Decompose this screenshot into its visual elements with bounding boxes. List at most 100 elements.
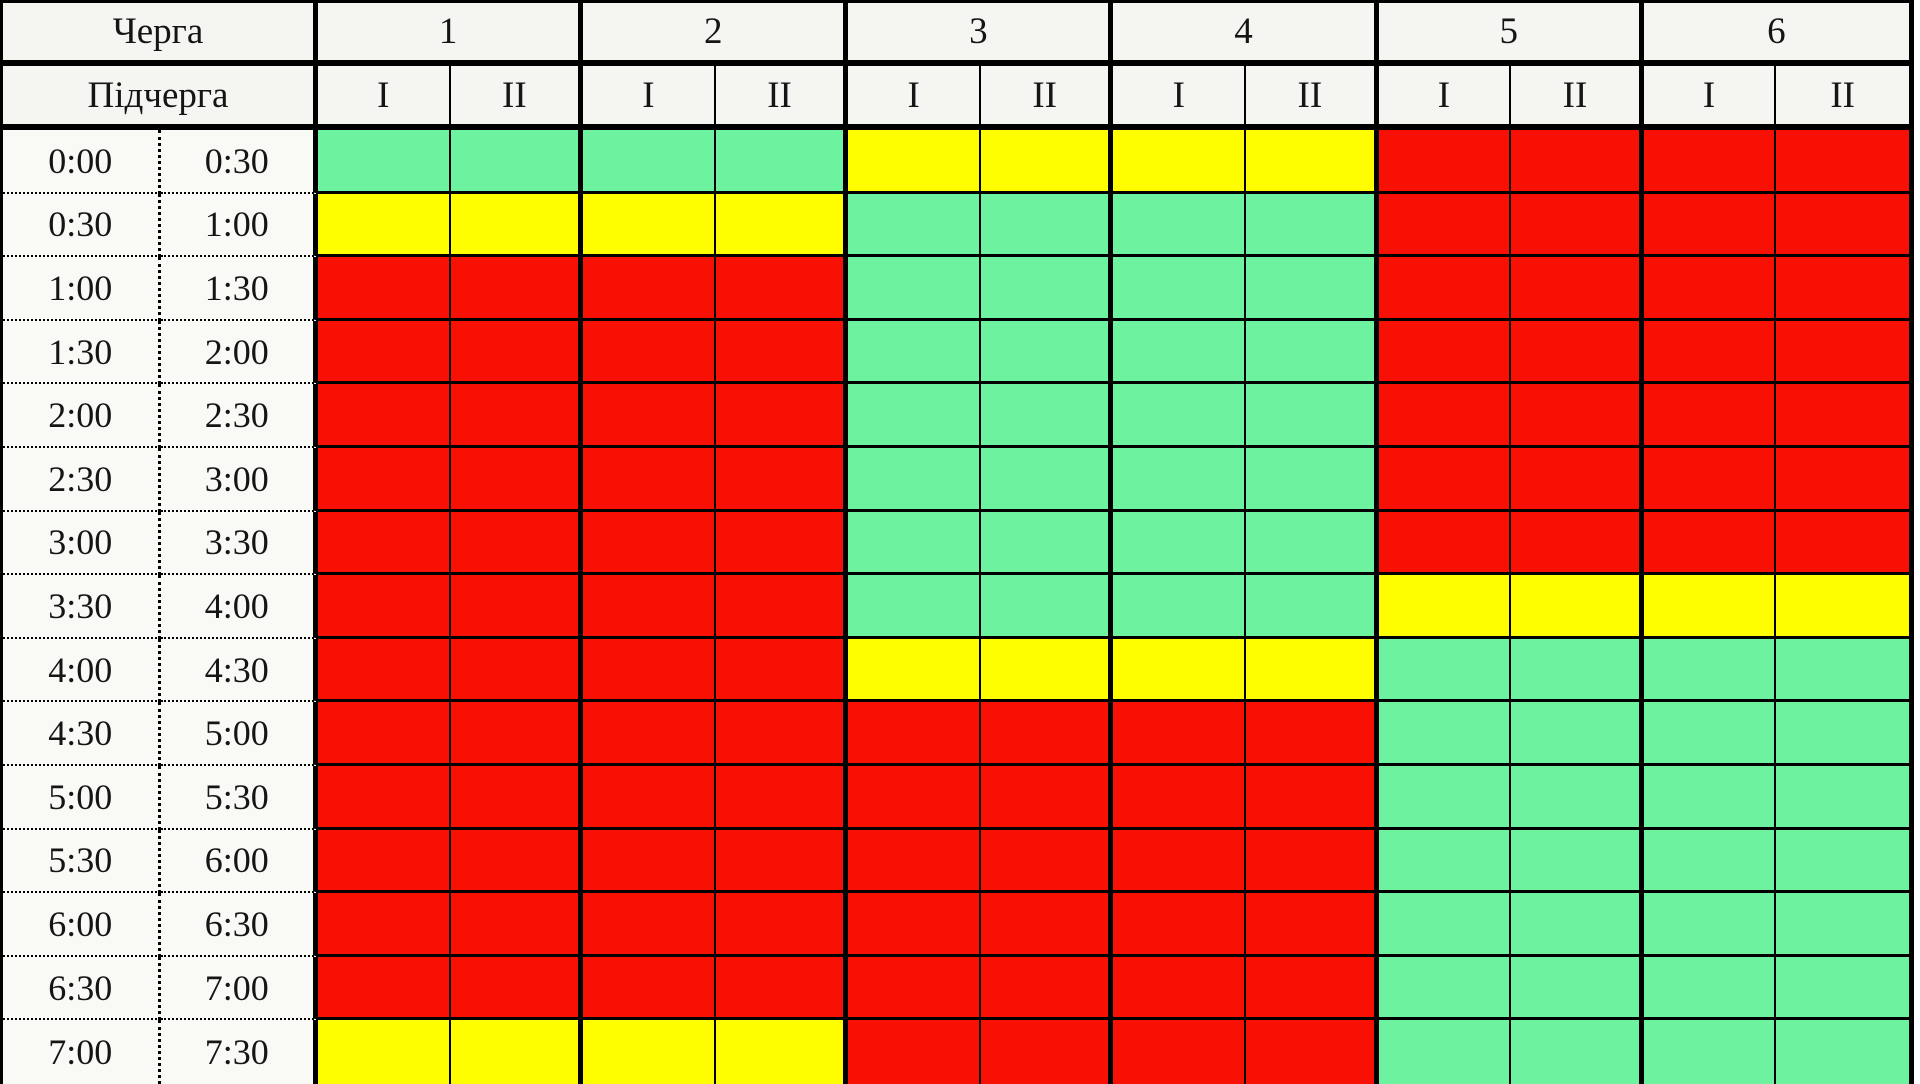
- schedule-cell: [1511, 765, 1644, 830]
- time-end-cell: 7:30: [160, 1020, 318, 1084]
- queue-number-cell: 2: [583, 3, 849, 60]
- time-start-cell: 5:00: [3, 765, 161, 830]
- schedule-cell: [715, 384, 849, 448]
- schedule-cell: [980, 702, 1114, 766]
- schedule-cell: [1246, 130, 1379, 194]
- schedule-row: 1:00 1:30: [3, 257, 1909, 321]
- schedule-cell: [583, 257, 716, 321]
- schedule-cell: [583, 511, 716, 576]
- schedule-cell: [1643, 447, 1777, 512]
- schedule-cell: [848, 130, 981, 194]
- schedule-cell: [1643, 320, 1777, 385]
- schedule-cell: [848, 1020, 981, 1084]
- schedule-cell: [1378, 257, 1512, 321]
- schedule-cell: [1643, 130, 1777, 194]
- schedule-cell: [848, 511, 981, 576]
- schedule-cell: [1511, 447, 1644, 512]
- schedule-cell: [318, 829, 451, 894]
- schedule-cell: [1776, 956, 1909, 1021]
- schedule-cell: [1643, 575, 1777, 639]
- queue-header-row: Черга 1 2 3 4 5 6: [3, 3, 1909, 66]
- subqueue-cell: II: [1246, 66, 1379, 124]
- subqueue-header-label: Підчерга: [3, 66, 318, 124]
- queue-number-cell: 3: [848, 3, 1114, 60]
- schedule-cell: [1776, 1020, 1909, 1084]
- schedule-cell: [1511, 384, 1644, 448]
- schedule-cell: [848, 638, 981, 703]
- time-end-cell: 3:00: [160, 447, 318, 512]
- schedule-cell: [980, 384, 1114, 448]
- schedule-cell: [450, 956, 584, 1021]
- schedule-cell: [980, 893, 1114, 957]
- schedule-cell: [1246, 638, 1379, 703]
- schedule-cell: [848, 765, 981, 830]
- schedule-cell: [1643, 829, 1777, 894]
- schedule-cell: [715, 130, 849, 194]
- schedule-cell: [848, 702, 981, 766]
- schedule-cell: [450, 193, 584, 258]
- schedule-row: 1:30 2:00: [3, 320, 1909, 385]
- schedule-row: 5:30 6:00: [3, 829, 1909, 894]
- schedule-cell: [1246, 1020, 1379, 1084]
- time-start-cell: 6:30: [3, 956, 161, 1021]
- schedule-cell: [715, 956, 849, 1021]
- schedule-cell: [715, 257, 849, 321]
- schedule-row: 3:30 4:00: [3, 575, 1909, 639]
- schedule-row: 0:00 0:30: [3, 130, 1909, 194]
- subqueue-cell: II: [715, 66, 849, 124]
- schedule-cell: [1246, 320, 1379, 385]
- schedule-cell: [1776, 575, 1909, 639]
- schedule-cell: [1776, 384, 1909, 448]
- schedule-cell: [980, 257, 1114, 321]
- queue-number-cell: 6: [1643, 3, 1909, 60]
- time-end-cell: 6:00: [160, 829, 318, 894]
- schedule-row: 7:00 7:30: [3, 1020, 1909, 1084]
- schedule-cell: [450, 257, 584, 321]
- schedule-cell: [715, 575, 849, 639]
- time-end-cell: 0:30: [160, 130, 318, 194]
- subqueue-cell: I: [1643, 66, 1777, 124]
- schedule-cell: [1511, 1020, 1644, 1084]
- schedule-cell: [980, 638, 1114, 703]
- schedule-cell: [715, 829, 849, 894]
- schedule-cell: [450, 702, 584, 766]
- schedule-cell: [848, 829, 981, 894]
- time-start-cell: 7:00: [3, 1020, 161, 1084]
- schedule-cell: [1113, 956, 1247, 1021]
- schedule-cell: [583, 765, 716, 830]
- schedule-cell: [1643, 384, 1777, 448]
- schedule-cell: [450, 1020, 584, 1084]
- schedule-cell: [980, 447, 1114, 512]
- schedule-row: 6:00 6:30: [3, 893, 1909, 957]
- schedule-cell: [1246, 384, 1379, 448]
- time-end-cell: 5:30: [160, 765, 318, 830]
- schedule-cell: [715, 765, 849, 830]
- schedule-cell: [318, 257, 451, 321]
- schedule-cell: [980, 1020, 1114, 1084]
- schedule-cell: [1776, 447, 1909, 512]
- schedule-cell: [1643, 702, 1777, 766]
- schedule-cell: [1246, 956, 1379, 1021]
- schedule-cell: [450, 130, 584, 194]
- schedule-cell: [1378, 320, 1512, 385]
- subqueue-cell: I: [318, 66, 451, 124]
- schedule-cell: [1246, 511, 1379, 576]
- schedule-cell: [1113, 893, 1247, 957]
- schedule-cell: [715, 638, 849, 703]
- schedule-cell: [1511, 702, 1644, 766]
- schedule-row: 4:30 5:00: [3, 702, 1909, 766]
- schedule-cell: [1776, 511, 1909, 576]
- schedule-cell: [1643, 511, 1777, 576]
- schedule-cell: [1776, 829, 1909, 894]
- subqueue-cell: II: [450, 66, 584, 124]
- time-start-cell: 5:30: [3, 829, 161, 894]
- schedule-cell: [583, 1020, 716, 1084]
- subqueue-cell: I: [583, 66, 716, 124]
- queue-number-cell: 5: [1378, 3, 1644, 60]
- schedule-cell: [715, 702, 849, 766]
- schedule-cell: [1643, 257, 1777, 321]
- schedule-cell: [1113, 702, 1247, 766]
- schedule-cell: [1643, 765, 1777, 830]
- schedule-cell: [1511, 893, 1644, 957]
- schedule-cell: [1643, 638, 1777, 703]
